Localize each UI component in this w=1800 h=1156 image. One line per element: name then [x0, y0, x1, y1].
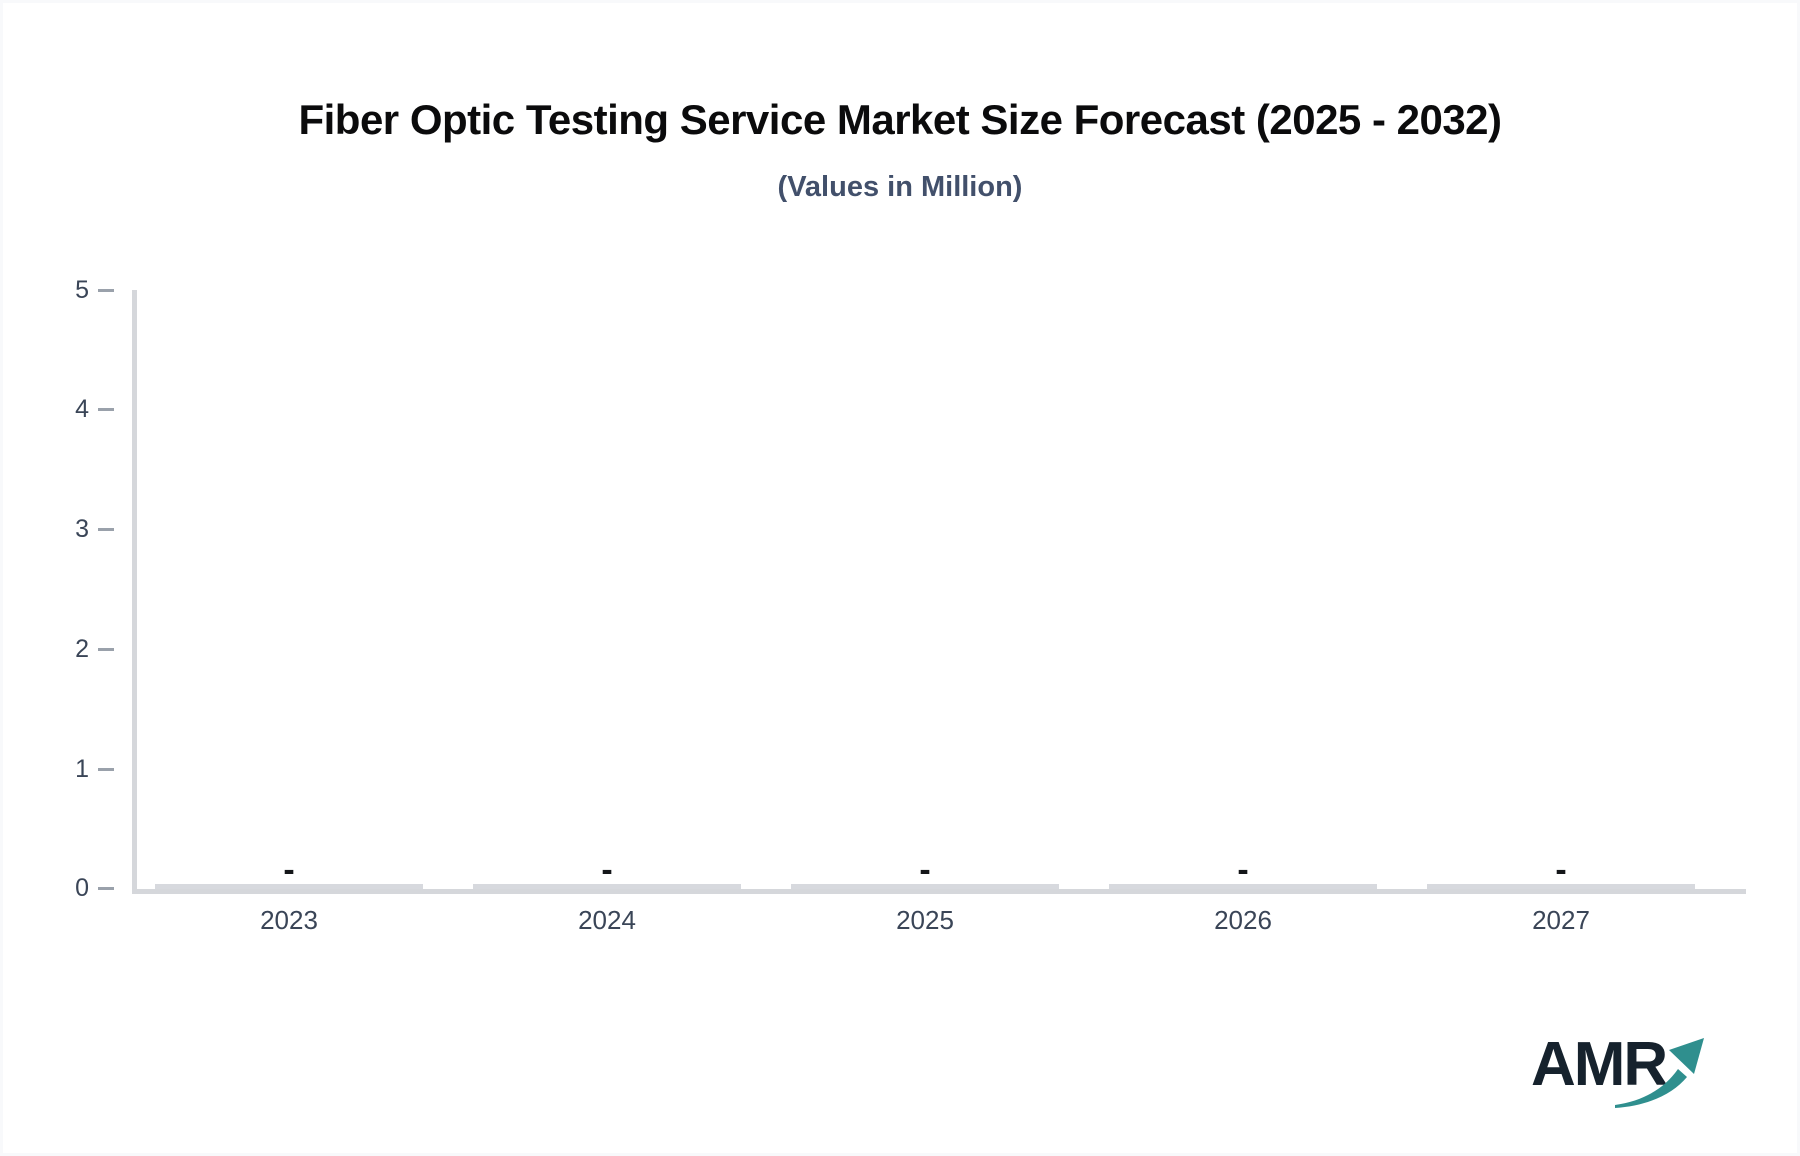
- y-tick: 2: [23, 634, 114, 664]
- bar-value-label: -: [601, 851, 613, 889]
- y-tick: 1: [23, 754, 114, 784]
- x-tick-label: 2025: [896, 905, 954, 935]
- x-tick-label: 2024: [578, 905, 636, 935]
- y-tick-mark: [98, 288, 114, 292]
- y-tick-mark: [98, 647, 114, 651]
- y-tick-mark: [98, 528, 114, 532]
- bar-column-2026: - 2026: [1084, 290, 1402, 935]
- y-tick: 3: [23, 515, 114, 545]
- y-axis-line: [132, 290, 137, 894]
- y-tick-label: 4: [75, 395, 89, 424]
- bar-column-2025: - 2025: [766, 290, 1084, 935]
- bar: [1109, 884, 1377, 889]
- bar: [791, 884, 1059, 889]
- y-tick-label: 1: [75, 754, 89, 783]
- y-tick: 4: [23, 395, 114, 425]
- y-tick: 5: [23, 275, 114, 305]
- bar-value-label: -: [1237, 851, 1249, 889]
- bar-value-label: -: [1555, 851, 1567, 889]
- plot-area: - 2023 - 2024 - 2025 - 2026 - 2027: [130, 290, 1720, 935]
- y-tick-label: 5: [75, 275, 89, 304]
- amr-logo: AMR: [1531, 1021, 1741, 1121]
- x-tick-label: 2027: [1532, 905, 1590, 935]
- chart-title: Fiber Optic Testing Service Market Size …: [298, 96, 1502, 143]
- bar-value-label: -: [919, 851, 931, 889]
- y-tick-mark: [98, 408, 114, 412]
- amr-logo-text: AMR: [1531, 1030, 1668, 1099]
- y-tick-mark: [98, 887, 114, 891]
- y-tick: 0: [23, 874, 114, 904]
- bar-column-2023: - 2023: [130, 290, 448, 935]
- y-tick-label: 0: [75, 874, 89, 903]
- y-tick-label: 2: [75, 634, 89, 663]
- x-axis-line: [132, 889, 1746, 894]
- bar-column-2024: - 2024: [448, 290, 766, 935]
- bar: [1427, 884, 1695, 889]
- growth-arrow-icon: [1613, 1035, 1713, 1109]
- y-tick-label: 3: [75, 515, 89, 544]
- chart-subtitle: (Values in Million): [777, 171, 1023, 203]
- bar: [155, 884, 423, 889]
- chart-card: Fiber Optic Testing Service Market Size …: [3, 3, 1797, 1153]
- x-tick-label: 2023: [260, 905, 318, 935]
- y-tick-mark: [98, 767, 114, 771]
- y-axis-ticks: 5 4 3 2 1 0: [23, 275, 114, 904]
- x-tick-label: 2026: [1214, 905, 1272, 935]
- bar-column-2027: - 2027: [1402, 290, 1720, 935]
- bar: [473, 884, 741, 889]
- bar-value-label: -: [283, 851, 295, 889]
